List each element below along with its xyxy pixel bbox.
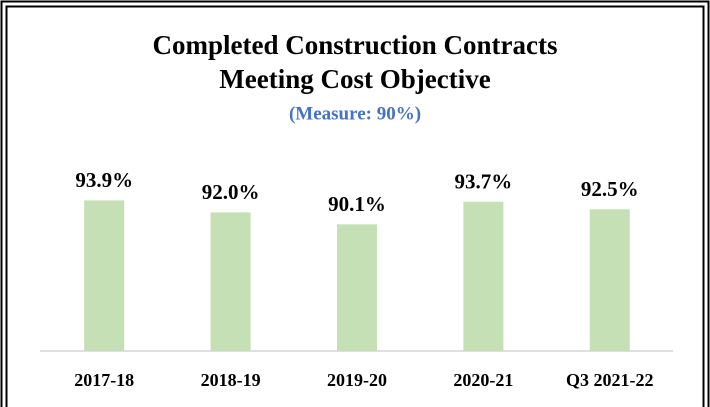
- bar: [210, 212, 251, 351]
- data-label: 92.5%: [581, 177, 639, 201]
- x-tick-label: 2020-21: [453, 370, 513, 390]
- x-tick-label: 2017-18: [74, 370, 134, 390]
- x-tick-label: 2018-19: [201, 370, 261, 390]
- chart-subtitle: (Measure: 90%): [289, 103, 421, 124]
- bar: [589, 209, 630, 351]
- bar: [84, 200, 125, 351]
- x-tick-label: 2019-20: [327, 370, 387, 390]
- data-label: 93.7%: [455, 170, 513, 194]
- data-label: 92.0%: [202, 180, 260, 204]
- data-label: 93.9%: [75, 168, 133, 192]
- x-tick-label: Q3 2021-22: [566, 370, 654, 390]
- chart-title: Meeting Cost Objective: [219, 64, 490, 94]
- bar: [463, 201, 504, 351]
- data-label: 90.1%: [328, 192, 386, 216]
- bar: [337, 224, 377, 351]
- frame-inner: [5, 5, 705, 407]
- chart-title: Completed Construction Contracts: [153, 30, 558, 60]
